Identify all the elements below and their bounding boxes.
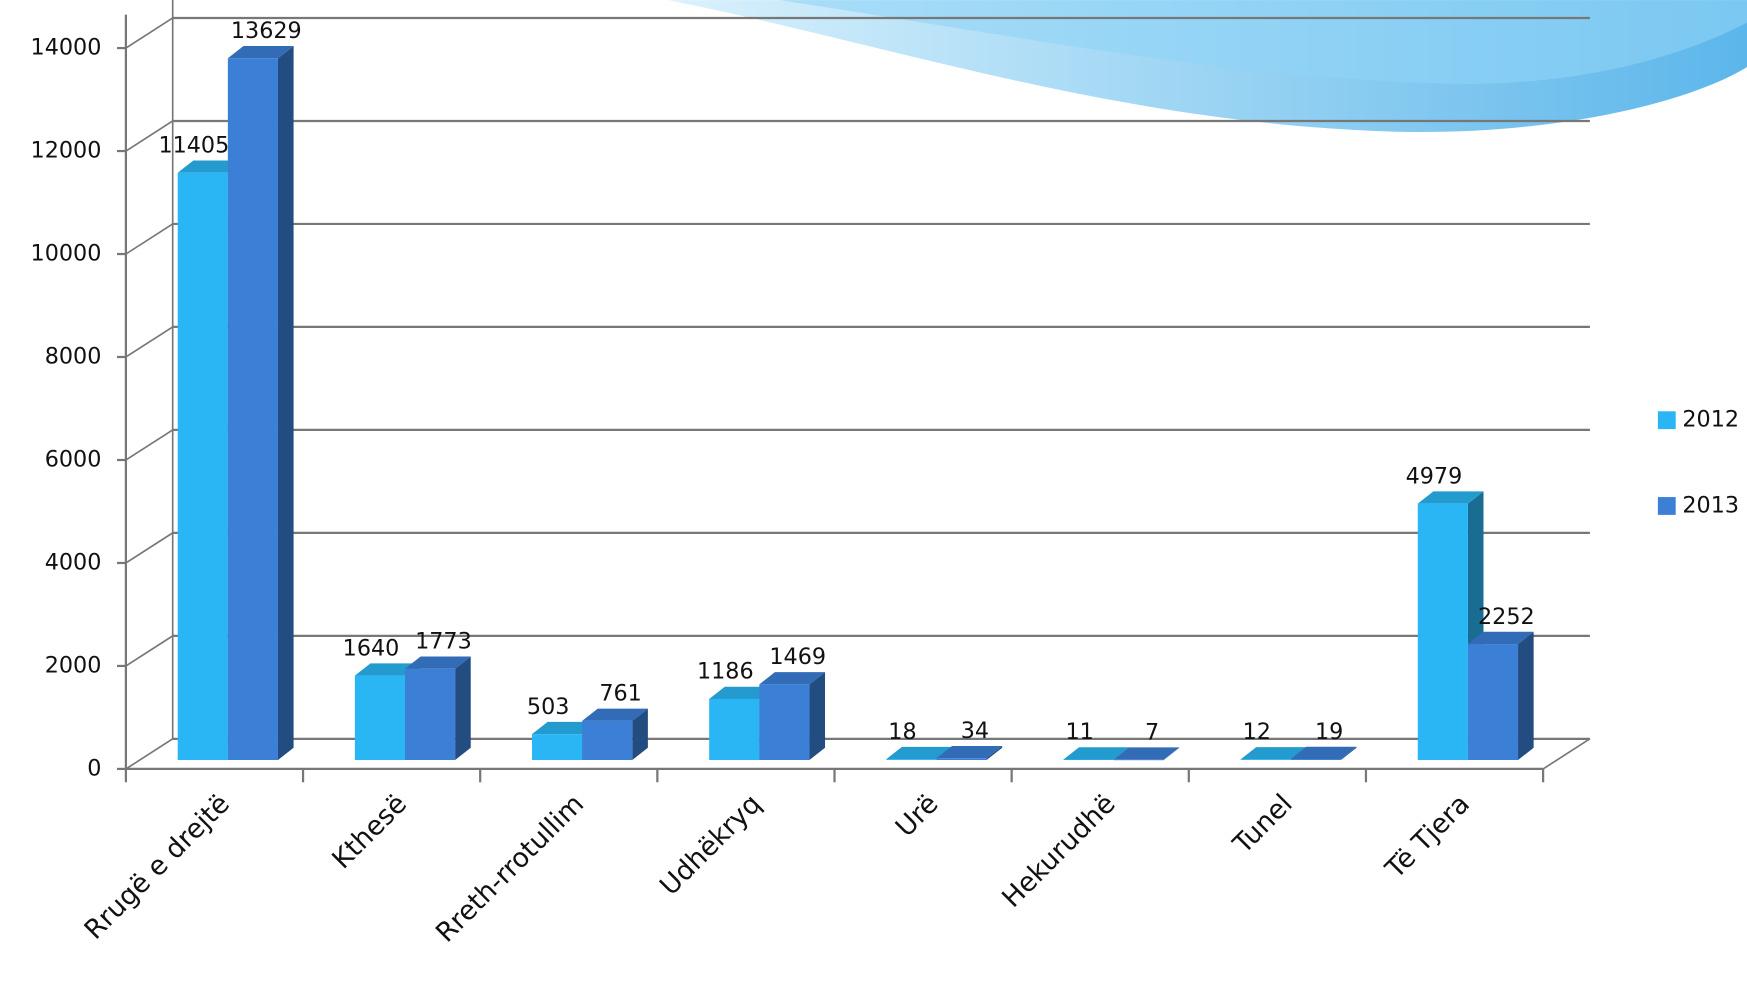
grid-line bbox=[125, 532, 174, 564]
legend-label: 2013 bbox=[1682, 492, 1739, 518]
y-tick-label: 4000 bbox=[45, 549, 102, 575]
bar-top bbox=[1290, 746, 1357, 760]
bar bbox=[582, 720, 633, 761]
x-tick-label: Tunel bbox=[1227, 788, 1299, 860]
data-label: 19 bbox=[1315, 719, 1343, 745]
y-tick-label: 2000 bbox=[45, 652, 102, 678]
y-tick-label: 10000 bbox=[31, 241, 102, 267]
bar bbox=[1417, 503, 1468, 761]
x-tick-label: Rrugë e drejtë bbox=[79, 788, 236, 945]
y-tick-label: 14000 bbox=[31, 35, 102, 61]
bar-top bbox=[1240, 747, 1307, 760]
grid-line bbox=[125, 120, 174, 152]
bar-top bbox=[886, 746, 953, 760]
data-label: 1640 bbox=[343, 635, 400, 661]
grid-line bbox=[125, 326, 174, 358]
data-label: 13629 bbox=[231, 18, 302, 44]
x-tick-label: Hekurudhë bbox=[996, 788, 1121, 913]
bar-side bbox=[1163, 747, 1180, 761]
bar bbox=[354, 675, 405, 761]
data-label: 34 bbox=[961, 718, 989, 744]
bar bbox=[227, 58, 278, 761]
data-label: 18 bbox=[888, 719, 916, 745]
bar-side bbox=[809, 672, 826, 761]
bar-side bbox=[455, 656, 471, 761]
bar-top bbox=[1063, 747, 1130, 760]
bar-side bbox=[1340, 746, 1357, 761]
grid-line bbox=[125, 223, 174, 255]
bar-top bbox=[177, 160, 244, 173]
data-label: 1469 bbox=[769, 644, 826, 670]
data-label: 1186 bbox=[697, 659, 754, 685]
legend-swatch bbox=[1657, 497, 1676, 515]
y-tick-label: 6000 bbox=[45, 446, 102, 472]
bar-top bbox=[404, 656, 471, 669]
bar bbox=[936, 758, 987, 761]
bar bbox=[1290, 759, 1341, 761]
data-label: 761 bbox=[599, 681, 642, 707]
bar-top bbox=[709, 686, 775, 699]
data-label: 7 bbox=[1145, 719, 1159, 745]
bar bbox=[1063, 759, 1114, 761]
grid-line bbox=[125, 17, 174, 49]
bar bbox=[532, 734, 583, 761]
grid-line bbox=[125, 429, 174, 461]
data-label: 503 bbox=[527, 694, 570, 720]
bar bbox=[177, 172, 228, 761]
bar-top bbox=[582, 708, 648, 721]
data-label: 1773 bbox=[415, 628, 472, 654]
y-tick-label: 0 bbox=[87, 755, 101, 781]
bar-top bbox=[1417, 491, 1484, 504]
bar-top bbox=[1467, 631, 1534, 645]
bar bbox=[1240, 759, 1291, 761]
x-tick-label: Të Tjera bbox=[1379, 788, 1476, 885]
legend-label: 2012 bbox=[1682, 407, 1739, 433]
x-tick-label: Kthesë bbox=[326, 788, 413, 875]
plot: 0 2000 4000 6000 8000 10000 12000 14000 11405 136… bbox=[31, 0, 1739, 949]
data-label: 11 bbox=[1065, 719, 1093, 745]
bar-side bbox=[986, 746, 1003, 761]
bar-top bbox=[532, 721, 598, 735]
floor-edge bbox=[1542, 738, 1591, 770]
bar-top bbox=[936, 746, 1003, 759]
bar bbox=[1113, 759, 1164, 761]
data-label: 12 bbox=[1243, 719, 1271, 745]
y-tick-label: 8000 bbox=[45, 344, 102, 370]
grid-line bbox=[125, 635, 174, 667]
bar bbox=[709, 698, 760, 761]
x-tick-label: Udhëkryq bbox=[654, 788, 767, 901]
bar-top bbox=[227, 45, 294, 59]
decor-wave bbox=[779, 0, 1747, 84]
legend-swatch bbox=[1657, 411, 1676, 430]
bar-top bbox=[1113, 747, 1180, 760]
data-label: 2252 bbox=[1478, 604, 1535, 630]
bar bbox=[886, 759, 937, 761]
bar bbox=[759, 684, 810, 761]
x-tick-label: Urë bbox=[890, 788, 945, 843]
bar-side bbox=[277, 45, 294, 761]
data-label: 4979 bbox=[1406, 463, 1463, 489]
bar-top bbox=[759, 672, 826, 685]
data-label: 11405 bbox=[158, 133, 229, 159]
grid-line bbox=[125, 738, 174, 770]
bar bbox=[1467, 644, 1519, 761]
bar bbox=[404, 668, 456, 761]
bar-side bbox=[1518, 631, 1534, 761]
bar-side bbox=[632, 708, 648, 761]
y-tick-label: 12000 bbox=[31, 138, 102, 164]
x-tick-label: Rreth-rrotullim bbox=[430, 788, 590, 948]
bar-top bbox=[354, 663, 421, 676]
